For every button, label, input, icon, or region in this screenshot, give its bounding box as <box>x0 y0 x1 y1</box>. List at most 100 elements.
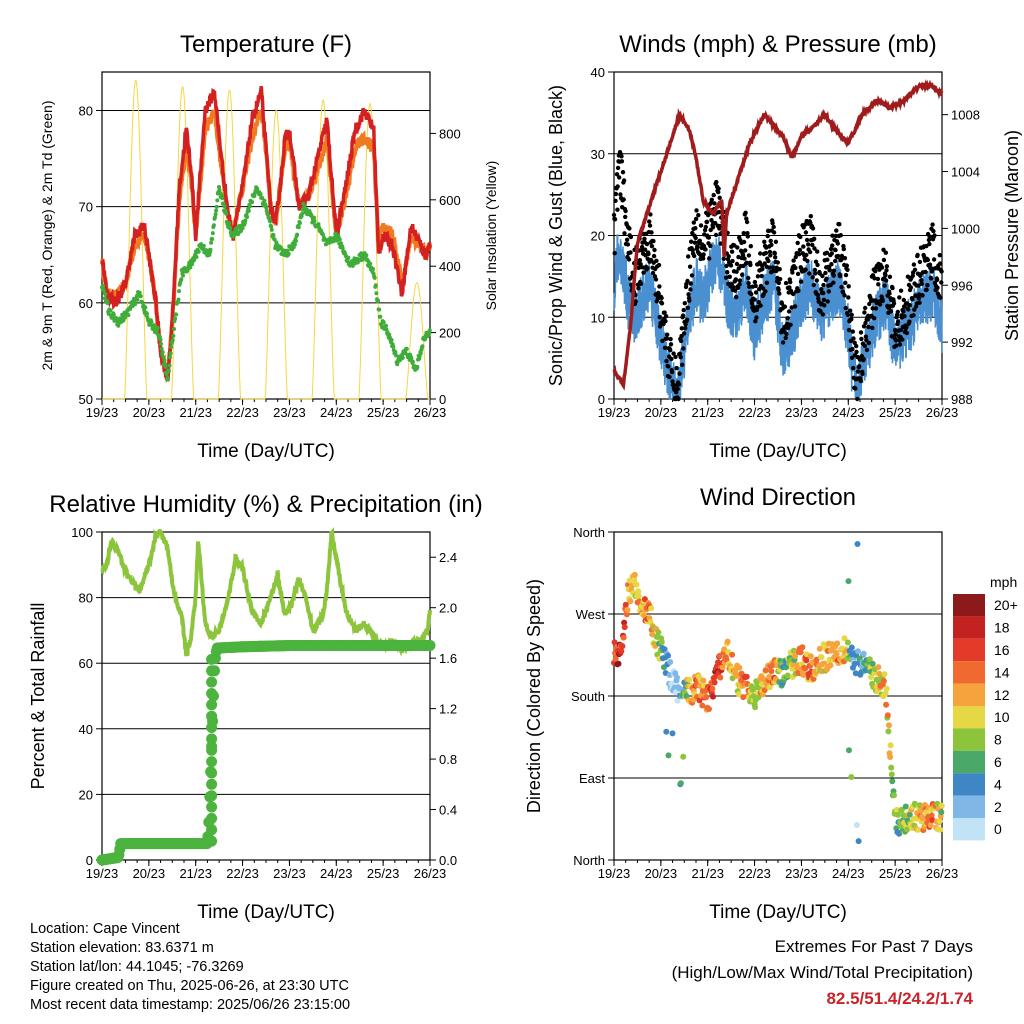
rh-rainfall-point <box>206 688 218 699</box>
dir-direction-point <box>860 650 867 657</box>
wind-gust-point <box>842 293 847 298</box>
temp-dewpoint-point <box>159 341 163 346</box>
wind-gust-point <box>676 396 681 402</box>
wind-x-tick-label: 19/23 <box>598 405 631 420</box>
wind-gust-point <box>748 262 753 268</box>
wind-gust-point <box>725 270 730 275</box>
dir-direction-point <box>841 635 848 642</box>
wind-gust-point <box>835 241 840 246</box>
rh-y-tick-label: 0 <box>86 853 93 868</box>
wind-gust-point <box>791 258 796 263</box>
wind-gust-point <box>743 210 748 215</box>
wind-gust-point <box>782 304 788 309</box>
temperature-chart: 19/23 20/23 21/23 22/23 23/23 24/23 25/23 26/23… <box>39 71 499 462</box>
dir-direction-point <box>724 638 731 645</box>
wind-gust-point <box>841 246 846 252</box>
dir-direction-point <box>888 764 895 771</box>
wind-gust-point <box>758 303 763 308</box>
wind-gust-point <box>807 249 813 255</box>
wind-gust-point <box>659 295 664 301</box>
temp-dewpoint-point <box>364 253 369 258</box>
wind-gust-point <box>810 275 815 280</box>
rh-rainfall-point <box>206 801 218 813</box>
wind-right-tick-label: 1008 <box>951 108 980 123</box>
rh-right-tick-label: 2.4 <box>439 550 457 565</box>
dir-direction-point <box>844 639 851 646</box>
wind-gust-point <box>644 241 650 247</box>
wind-gust-point <box>872 276 877 281</box>
dir-direction-point <box>853 822 860 828</box>
wind-gust-point <box>664 336 670 341</box>
temp-dewpoint-point <box>168 355 172 360</box>
wind-gust-point <box>612 217 618 222</box>
colorbar-swatch <box>953 706 985 729</box>
rh-right-tick-label: 1.6 <box>439 651 457 666</box>
wind-gust-point <box>870 306 875 311</box>
wind-gust-point <box>853 386 858 391</box>
temp-y-tick-label: 50 <box>79 392 93 407</box>
wind-gust-point <box>683 326 688 331</box>
wind-gust-point <box>821 282 826 288</box>
wind-gust-point <box>879 265 885 270</box>
wind-gust-point <box>709 197 714 202</box>
wind-gust-point <box>677 351 683 356</box>
wind-gust-point <box>678 355 683 360</box>
wind-gust-point <box>887 291 892 296</box>
wind-gust-point <box>657 324 663 329</box>
dir-direction-point <box>618 648 625 655</box>
wind-gust-point <box>649 244 655 249</box>
temp-dewpoint-point <box>340 246 345 251</box>
rh-rainfall-point <box>206 778 218 790</box>
wind-gust-point <box>746 281 751 286</box>
dir-direction-point <box>700 677 707 684</box>
wind-gust-point <box>934 277 940 283</box>
temp-dewpoint-point <box>217 185 221 189</box>
dir-direction-point <box>674 674 680 681</box>
wind-gust-point <box>769 242 774 248</box>
colorbar-label: 14 <box>994 664 1010 680</box>
wind-gust-point <box>727 274 732 279</box>
temp-dewpoint-point <box>417 354 422 359</box>
dir-direction-point <box>886 722 892 729</box>
dir-direction-point <box>719 664 726 671</box>
temp-dewpoint-point <box>227 221 232 226</box>
temp-dewpoint-point <box>143 305 148 310</box>
wind-gust-point <box>645 266 650 271</box>
wind-gust-point <box>713 232 719 238</box>
temp-dewpoint-point <box>286 251 291 256</box>
wind-gust-point <box>748 244 753 249</box>
wind-gust-point <box>712 201 717 206</box>
wind-right-tick-label: 1000 <box>951 221 980 236</box>
dir-direction-point <box>733 672 740 679</box>
rh-plot-frame <box>101 531 431 861</box>
wind-gust-point <box>860 371 865 377</box>
wind-gust-point <box>912 307 917 312</box>
wind-gust-point <box>839 284 844 290</box>
rh-x-axis-label: Time (Day/UTC) <box>197 902 335 923</box>
wind-gust-point <box>937 261 943 266</box>
wind-gust-point <box>888 309 894 314</box>
wind-gust-point <box>636 286 641 291</box>
temp-dewpoint-point <box>321 232 325 237</box>
wind-gust-point <box>854 343 859 349</box>
temp-dewpoint-point <box>121 318 126 323</box>
wind-gust-point <box>938 295 943 300</box>
wind-gust-point <box>772 251 777 256</box>
wind-gust-point <box>785 321 790 326</box>
dir-x-axis-label: Time (Day/UTC) <box>709 902 847 923</box>
rh-rainfall-point <box>206 835 218 847</box>
wind-gust-point <box>887 274 893 279</box>
wind-right-tick-label: 996 <box>951 278 973 293</box>
dir-direction-point <box>784 672 791 679</box>
temp-dewpoint-point <box>161 355 166 360</box>
wind-gust-point <box>740 253 746 258</box>
speed-colorbar: mph 20+ 18 16 14 12 10 8 6 4 2 0 <box>953 574 1018 841</box>
wind-gust-point <box>843 280 848 285</box>
dir-x-tick-label: 23/23 <box>785 866 818 881</box>
wind-gust-point <box>807 271 812 276</box>
wind-gust-point <box>746 275 751 281</box>
wind-gust-point <box>716 209 722 215</box>
wind-gust-point <box>692 253 697 259</box>
wind-gust-point <box>935 285 940 290</box>
wind-gust-point <box>777 291 782 296</box>
